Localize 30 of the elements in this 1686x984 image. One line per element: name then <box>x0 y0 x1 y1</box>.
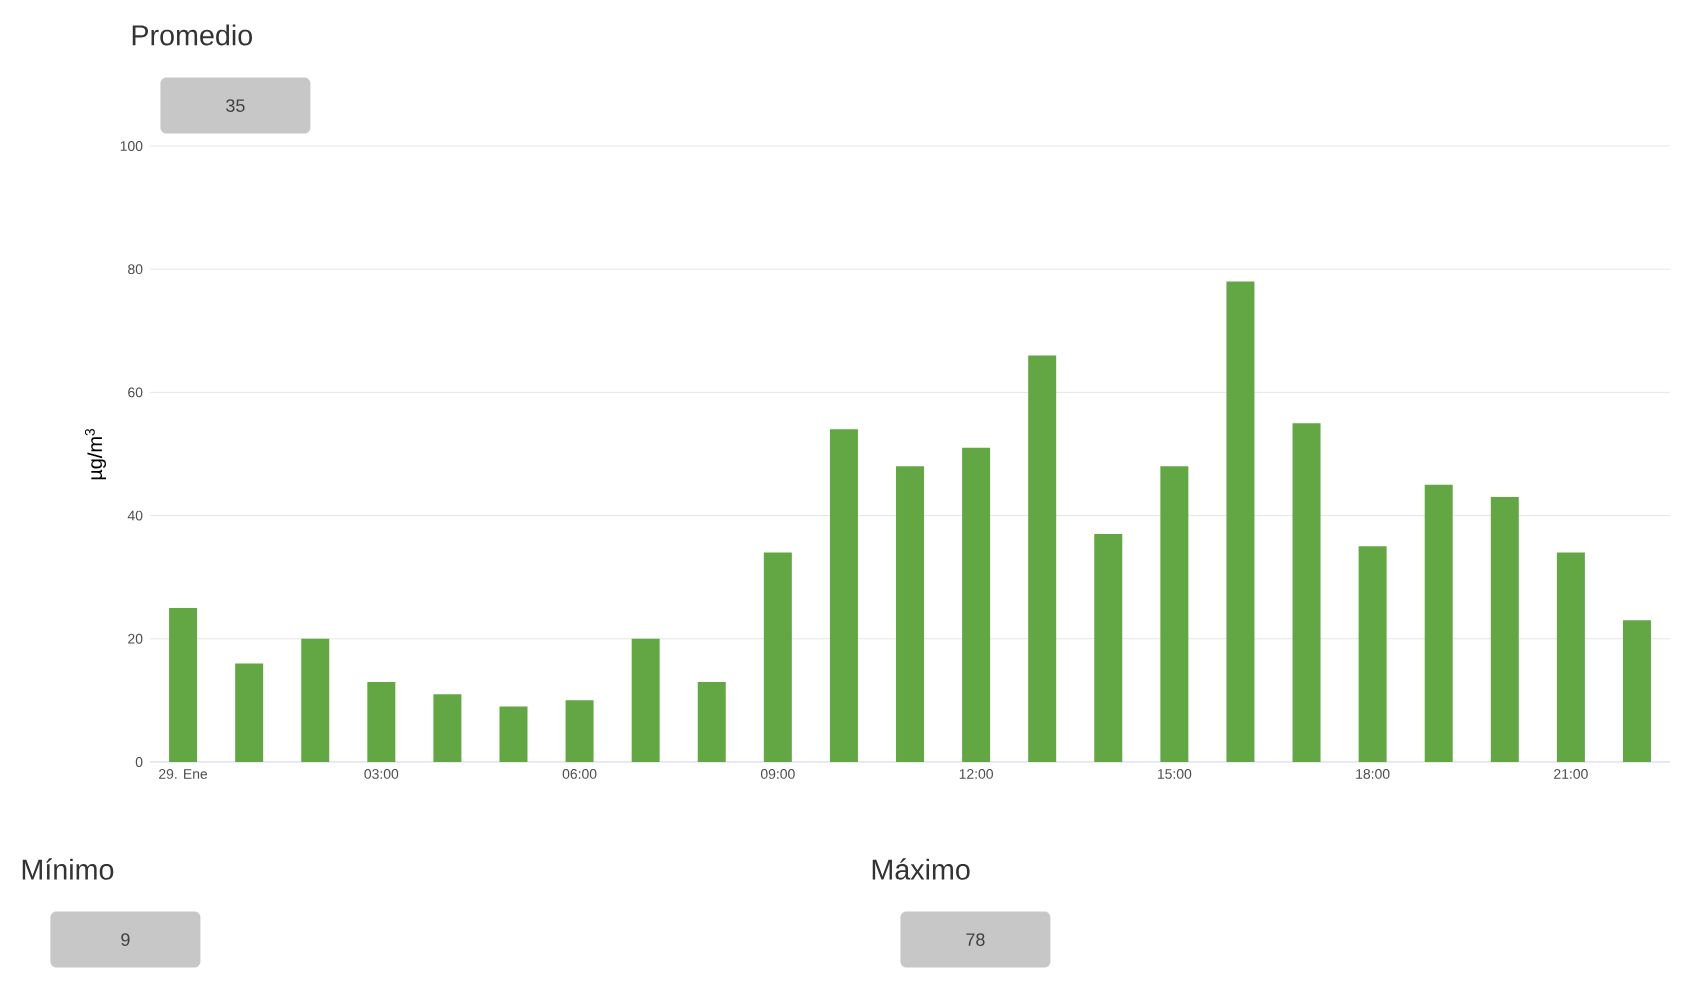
bar <box>1424 484 1453 762</box>
bar <box>631 638 660 762</box>
bar <box>829 429 858 762</box>
bar <box>896 466 925 762</box>
bar <box>1358 546 1387 762</box>
bar <box>1094 534 1123 762</box>
bar <box>367 681 396 762</box>
text: Máximo <box>872 858 970 880</box>
bar <box>1226 281 1255 762</box>
bar <box>1028 355 1057 762</box>
text: Mínimo <box>22 858 114 880</box>
bar <box>962 447 991 762</box>
text: 9 <box>121 933 130 946</box>
bar <box>1622 620 1651 762</box>
bar <box>433 694 462 762</box>
text: 35 <box>226 99 245 112</box>
bar <box>499 706 528 762</box>
bar <box>1160 466 1189 762</box>
bar <box>301 638 330 762</box>
text: 78 <box>966 933 985 946</box>
bar <box>1490 497 1519 762</box>
bar <box>169 607 198 762</box>
bar <box>235 663 264 762</box>
y-axis-title: µg/m$^{3}$ <box>84 428 107 480</box>
bar <box>697 681 726 762</box>
bar <box>1292 423 1321 762</box>
bar <box>763 552 792 762</box>
bar <box>1556 552 1585 762</box>
bar <box>565 700 594 762</box>
text: Promedio <box>132 24 252 46</box>
